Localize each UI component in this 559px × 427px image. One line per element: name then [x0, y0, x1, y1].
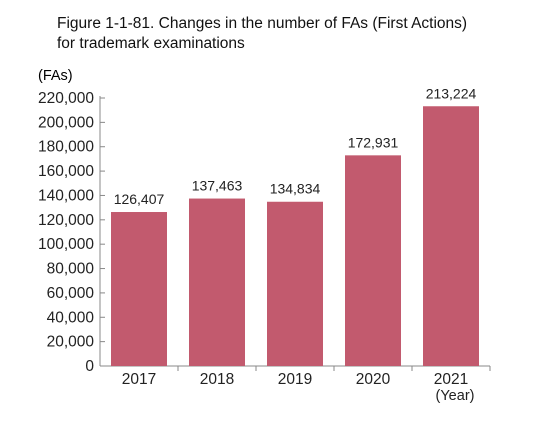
bar-2017 [111, 212, 167, 366]
category-label-2017: 2017 [122, 371, 156, 388]
y-tick-label: 200,000 [38, 114, 94, 131]
data-label-2021: 213,224 [426, 85, 477, 101]
category-label-2018: 2018 [200, 371, 234, 388]
data-label-2017: 126,407 [114, 191, 165, 207]
plot-area: 0 20,000 40,000 60,000 80,000 100,000 120,000 1… [38, 85, 491, 388]
data-label-2020: 172,931 [348, 134, 399, 150]
y-axis-label: (FAs) [38, 68, 73, 84]
category-label-2021: 2021 [434, 371, 468, 388]
y-tick-label: 80,000 [47, 261, 95, 278]
y-tick-label: 40,000 [47, 309, 95, 326]
chart-title: Figure 1-1-81. Changes in the number of … [57, 14, 467, 54]
y-tick-label: 0 [85, 358, 94, 375]
chart-title-line-1: Figure 1-1-81. Changes in the number of … [57, 15, 468, 32]
category-label-2019: 2019 [278, 371, 312, 388]
y-tick-label: 20,000 [47, 334, 95, 351]
y-tick-label: 140,000 [38, 187, 94, 204]
bar-2020 [345, 155, 401, 366]
y-tick-label: 160,000 [38, 163, 94, 180]
bar-2018 [189, 198, 245, 366]
y-tick-label: 180,000 [38, 139, 94, 156]
data-label-2018: 137,463 [192, 178, 243, 194]
bar-2021 [423, 106, 479, 367]
y-tick-label: 220,000 [38, 90, 94, 107]
y-tick-label: 100,000 [38, 236, 94, 253]
y-tick-label: 120,000 [38, 212, 94, 229]
y-tick-label: 60,000 [47, 285, 95, 302]
x-axis-label: (Year) [436, 388, 475, 404]
bar-2019 [267, 201, 323, 366]
data-label-2019: 134,834 [270, 181, 321, 197]
category-label-2020: 2020 [356, 371, 391, 388]
chart-title-line-2: for trademark examinations [57, 35, 245, 52]
